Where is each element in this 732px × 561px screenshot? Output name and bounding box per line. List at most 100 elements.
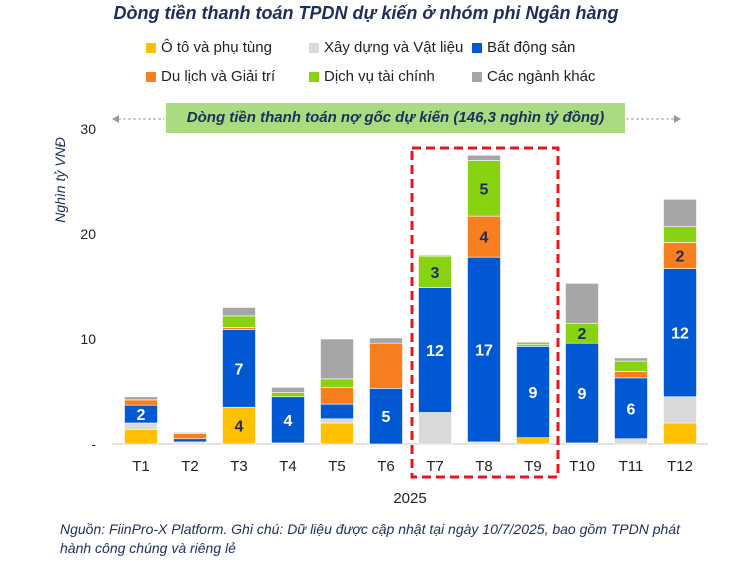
bar-segment (222, 406, 256, 445)
bar-segment (320, 403, 354, 420)
x-tick-label: T5 (328, 458, 346, 475)
bar-segment (369, 337, 403, 344)
data-label: 2 (137, 407, 146, 424)
legend-swatch (472, 42, 482, 53)
bar-segment (614, 360, 648, 372)
bar-segment (467, 154, 501, 161)
bar-segment (663, 226, 697, 243)
data-label: 17 (475, 343, 493, 360)
data-label: 4 (284, 413, 293, 430)
legend-swatch (472, 71, 482, 82)
x-tick-label: T1 (132, 458, 150, 475)
x-tick-label: T2 (181, 458, 199, 475)
arrow-right-icon (674, 115, 681, 123)
bar-segment (565, 283, 599, 324)
legend-item-real-estate: Bất động sản (472, 39, 575, 56)
data-label: 6 (627, 401, 636, 418)
bar-segment (222, 307, 256, 317)
arrow-left-icon (112, 115, 119, 123)
bar-segment (320, 386, 354, 405)
bar-segment (516, 346, 550, 439)
bar-segment (320, 422, 354, 445)
data-label: 4 (235, 419, 244, 436)
bar-segment (516, 343, 550, 347)
legend-swatch (309, 42, 319, 53)
bar-segment (663, 422, 697, 445)
bar-segment (565, 342, 599, 444)
y-tick-label: - (91, 436, 96, 452)
legend-item-other: Các ngành khác (472, 68, 595, 85)
y-tick-label: 20 (80, 226, 96, 242)
x-tick-label: T8 (475, 458, 493, 475)
footnote: Nguồn: FiinPro-X Platform. Ghi chú: Dữ l… (60, 521, 680, 556)
legend-label: Các ngành khác (487, 68, 596, 85)
annotation-banner: Dòng tiền thanh toán nợ gốc dự kiến (146… (166, 103, 625, 133)
bar-segment (418, 255, 452, 288)
bar-segment (418, 254, 452, 257)
x-tick-label: T10 (569, 458, 595, 475)
bar-segment (173, 438, 207, 443)
bar-segment (124, 399, 158, 406)
bar-segment (418, 412, 452, 445)
bar-segment (663, 268, 697, 398)
bar-segment (467, 256, 501, 443)
x-tick-label: T11 (619, 458, 644, 475)
x-tick-label: T4 (279, 458, 297, 475)
y-tick-label: 10 (80, 331, 96, 347)
legend-item-construction: Xây dựng và Vật liệu (309, 39, 463, 56)
bar-segment (614, 357, 648, 362)
legend-item-financial: Dịch vụ tài chính (309, 68, 435, 85)
bar-segment (173, 433, 207, 440)
x-tick-label: T3 (230, 458, 248, 475)
bar-segment (124, 428, 158, 445)
bar-segment (320, 378, 354, 388)
highlight-box (410, 146, 560, 479)
bar-segment (271, 386, 305, 393)
legend-swatch (309, 71, 319, 82)
legend-item-auto: Ô tô và phụ tùng (146, 39, 272, 56)
x-axis-title: 2025 (393, 490, 426, 507)
data-label: 4 (480, 230, 489, 247)
bar-segment (614, 371, 648, 379)
bar-segment (271, 396, 305, 444)
legend-label: Du lịch và Giải trí (161, 68, 276, 85)
data-label: 9 (578, 386, 587, 403)
bar-segment (418, 287, 452, 413)
x-tick-label: T6 (377, 458, 395, 475)
bar-segment (222, 315, 256, 328)
x-tick-label: T7 (426, 458, 444, 475)
bar-segment (467, 160, 501, 217)
bar-segment (467, 441, 501, 445)
bar-segment (663, 396, 697, 424)
bar-segment (173, 432, 207, 434)
bar-segment (124, 396, 158, 401)
bar-segment (614, 438, 648, 445)
x-tick-label: T9 (524, 458, 542, 475)
bar-segment (614, 377, 648, 440)
legend-item-tourism: Du lịch và Giải trí (146, 68, 275, 85)
legend-label: Dịch vụ tài chính (324, 68, 435, 85)
bar-segment (369, 342, 403, 389)
bar-segment (663, 242, 697, 269)
bar-segment (173, 441, 207, 445)
data-label: 2 (578, 326, 587, 343)
legend-label: Ô tô và phụ tùng (161, 39, 272, 56)
bar-segment (663, 199, 697, 227)
legend-label: Bất động sản (487, 39, 576, 56)
chart-title: Dòng tiền thanh toán TPDN dự kiến ở nhóm… (113, 3, 619, 23)
y-axis-title: Nghìn tỷ VNĐ (52, 137, 68, 223)
data-label: 5 (480, 181, 489, 198)
legend-swatch (146, 71, 156, 82)
data-label: 12 (426, 343, 444, 360)
legend-label: Xây dựng và Vật liệu (324, 39, 464, 56)
data-label: 9 (529, 385, 538, 402)
bar-segment (222, 327, 256, 330)
bar-segment (516, 341, 550, 345)
data-label: 5 (382, 409, 391, 426)
data-label: 12 (671, 326, 689, 343)
x-tick-label: T12 (667, 458, 693, 475)
data-label: 2 (676, 249, 685, 266)
bar-segment (271, 392, 305, 398)
